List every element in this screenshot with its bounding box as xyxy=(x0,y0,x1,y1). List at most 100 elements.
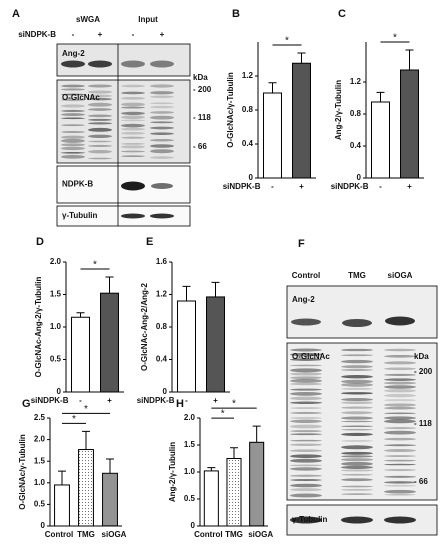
blot-band xyxy=(61,109,85,113)
blot-band xyxy=(88,122,112,125)
bar xyxy=(177,300,196,393)
blot-band xyxy=(61,124,85,127)
blot-band xyxy=(61,135,85,139)
blot-band xyxy=(121,155,145,157)
blot-band xyxy=(385,316,415,326)
blot-band xyxy=(341,416,373,420)
column-label: Input xyxy=(138,15,158,24)
size-marker: - 66 xyxy=(193,142,207,151)
blot-band xyxy=(341,406,373,409)
y-tick-label: 1.2 xyxy=(242,71,254,80)
y-tick-label: 2.0 xyxy=(184,413,196,422)
blot-band xyxy=(150,126,174,130)
blot-band xyxy=(121,213,145,219)
bar xyxy=(226,458,242,527)
error-bar xyxy=(405,49,414,70)
x-tick-label: siOGA xyxy=(248,530,273,539)
blot-band xyxy=(61,84,85,88)
blot-band xyxy=(341,469,373,472)
x-tick-label: - xyxy=(271,182,274,191)
blot-band xyxy=(290,382,322,386)
error-bar xyxy=(252,425,261,443)
treatment-label: siNDPK-B xyxy=(18,30,56,39)
y-axis-title: Ang-2/γ-Tubulin xyxy=(168,442,177,502)
blot-band xyxy=(121,96,145,100)
blot-band xyxy=(121,106,145,109)
blot-band xyxy=(384,489,416,494)
x-tick-label: + xyxy=(299,182,304,191)
size-marker: kDa xyxy=(193,73,208,82)
size-marker: - 200 xyxy=(193,85,212,94)
bar xyxy=(263,92,282,179)
blot-band xyxy=(88,108,112,111)
y-axis-title: Ang-2/γ-Tubulin xyxy=(334,80,343,140)
blot-band xyxy=(121,131,145,135)
blot-band xyxy=(61,93,85,96)
blot-band xyxy=(150,132,174,135)
lane-label: siOGA xyxy=(388,271,413,280)
blot-band xyxy=(150,115,174,120)
blot-band xyxy=(342,319,372,327)
blot-band xyxy=(290,458,322,463)
bar xyxy=(203,470,219,527)
blot-band xyxy=(150,156,174,159)
blot-band xyxy=(341,516,373,524)
y-tick-label: 0 xyxy=(57,387,62,396)
blot-band xyxy=(290,372,322,376)
size-marker: kDa xyxy=(414,352,429,361)
y-tick-label: 0.5 xyxy=(184,494,196,503)
x-tick-label: + xyxy=(407,182,412,191)
blot-band xyxy=(290,368,322,373)
blot-band xyxy=(290,364,322,367)
blot-band xyxy=(384,455,416,457)
blot-frame xyxy=(286,342,438,501)
row-label: O-GlcNAc xyxy=(292,352,330,361)
y-tick-label: 2.0 xyxy=(50,257,62,266)
blot-band xyxy=(384,481,416,484)
y-tick-label: 0.4 xyxy=(242,139,254,148)
y-tick-label: 1.5 xyxy=(50,290,62,299)
blot-band xyxy=(290,449,322,453)
lane-label: - xyxy=(72,30,75,39)
blot-band xyxy=(121,123,145,128)
y-axis-title: O-GlcNAc/γ-Tubulin xyxy=(226,72,235,148)
y-tick-label: 0 xyxy=(163,387,168,396)
x-axis-title: siNDPK-B xyxy=(137,396,175,405)
blot-band xyxy=(290,416,322,420)
blot-band xyxy=(341,473,373,476)
significance-label: * xyxy=(72,414,76,425)
blot-band xyxy=(341,359,373,364)
blot-band xyxy=(341,365,373,369)
blot-band xyxy=(384,475,416,478)
x-axis-title: siNDPK-B xyxy=(31,396,69,405)
error-bar xyxy=(207,467,216,471)
panel-label: G xyxy=(22,398,31,410)
panel-label: B xyxy=(232,8,240,20)
blot-band xyxy=(61,151,85,154)
blot-band xyxy=(88,90,112,94)
blot-band xyxy=(121,150,145,153)
row-label: γ-Tubulin xyxy=(62,211,98,220)
blot-band xyxy=(61,117,85,120)
blot-band xyxy=(291,318,321,326)
blot-band xyxy=(61,113,85,117)
significance-label: * xyxy=(285,36,289,47)
blot-band xyxy=(121,136,145,139)
blot-band xyxy=(341,465,373,469)
x-tick-label: - xyxy=(185,396,188,405)
blot-band xyxy=(290,483,322,488)
blot-band xyxy=(61,131,85,133)
blot-band xyxy=(88,102,112,107)
blot-band xyxy=(88,140,112,143)
blot-band xyxy=(341,458,373,462)
blot-band xyxy=(290,378,322,383)
blot-band xyxy=(290,430,322,433)
bar xyxy=(292,62,311,179)
y-tick-label: 1.0 xyxy=(50,322,62,331)
error-bar xyxy=(182,285,191,301)
blot-band xyxy=(150,149,174,154)
blot-frame xyxy=(286,285,438,339)
error-bar xyxy=(230,447,238,459)
blot-band xyxy=(88,157,112,160)
